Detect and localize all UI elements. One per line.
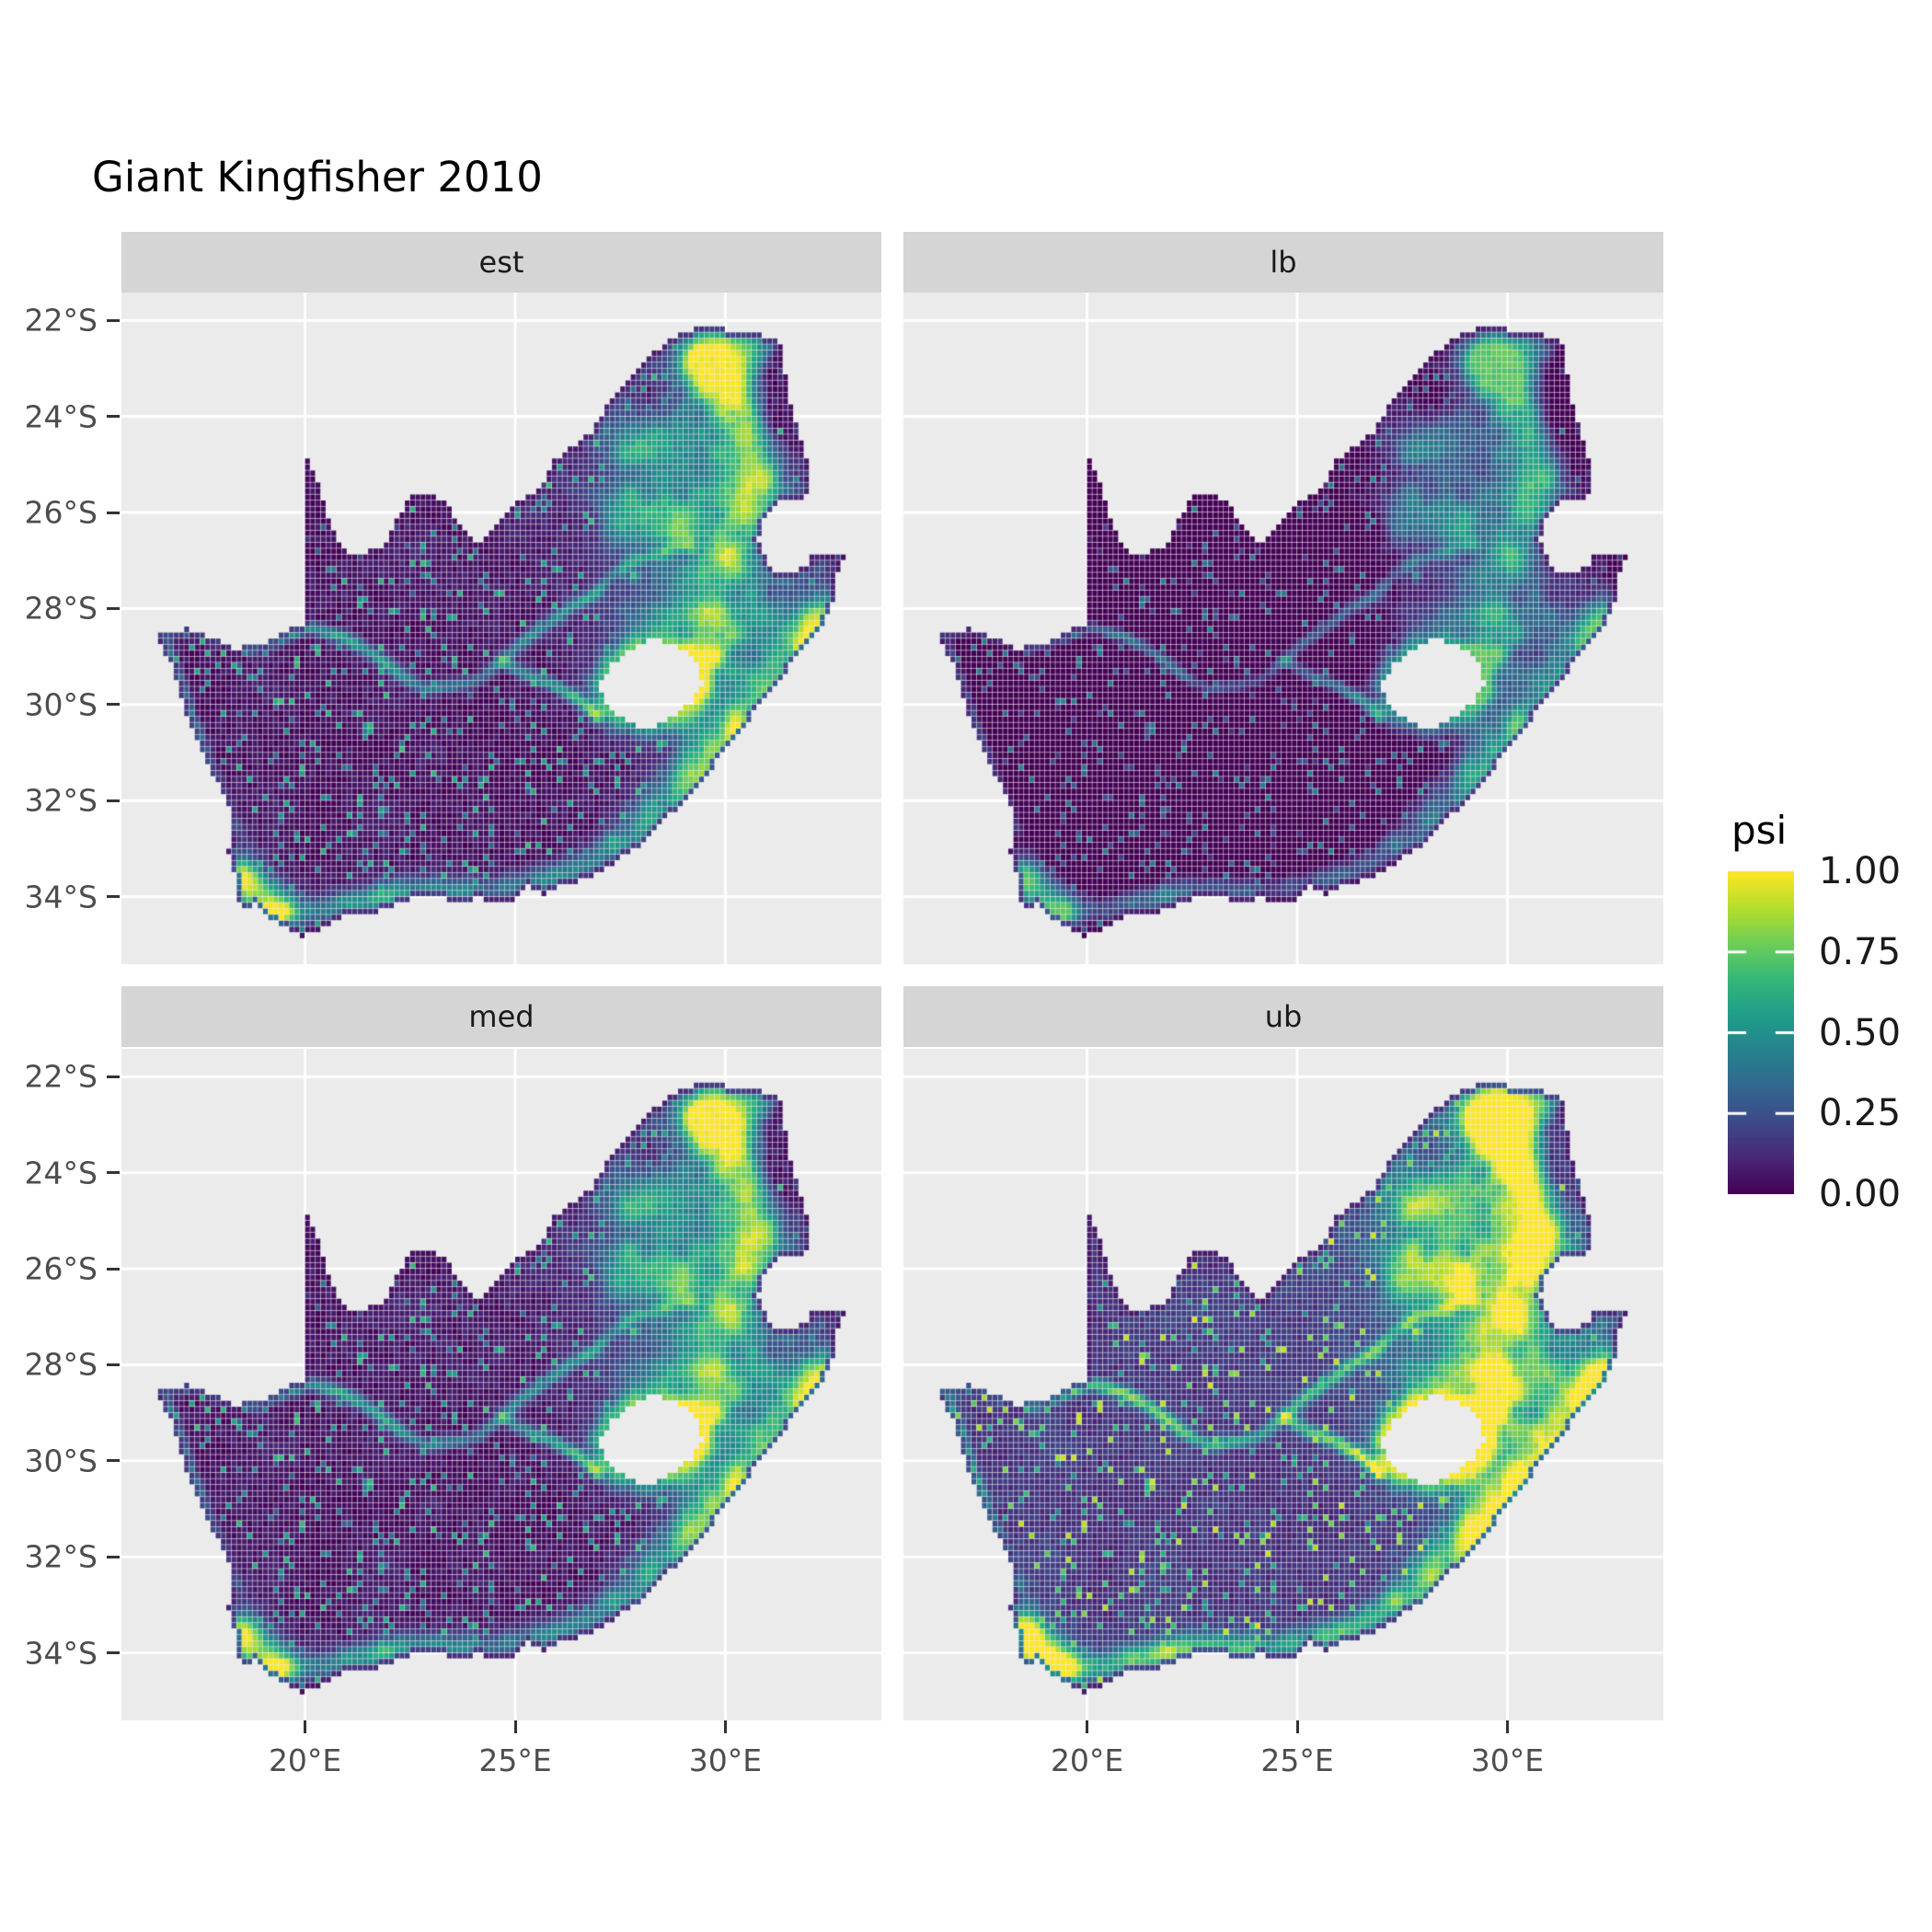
facet-strip-med: med bbox=[121, 986, 881, 1047]
map-canvas-ub bbox=[903, 1049, 1663, 1720]
y-tick-label: 28°S bbox=[24, 1346, 98, 1383]
y-tick-mark bbox=[107, 1555, 120, 1558]
y-tick-label: 28°S bbox=[24, 590, 98, 627]
y-tick-label: 32°S bbox=[24, 1538, 98, 1575]
legend-tick-label: 0.25 bbox=[1819, 1092, 1902, 1135]
y-tick-label: 34°S bbox=[24, 1635, 98, 1672]
x-tick-mark bbox=[1295, 1720, 1299, 1733]
y-tick-mark bbox=[107, 1363, 120, 1366]
legend-tick-label: 0.00 bbox=[1819, 1173, 1902, 1215]
y-tick-mark bbox=[107, 1459, 120, 1463]
legend-colorbar bbox=[1728, 871, 1794, 1194]
legend-tick-label: 0.75 bbox=[1819, 930, 1902, 973]
x-tick-label: 25°E bbox=[478, 1742, 552, 1778]
y-tick-mark bbox=[107, 318, 120, 322]
x-tick-label: 25°E bbox=[1260, 1742, 1334, 1778]
y-tick-label: 24°S bbox=[24, 398, 98, 435]
plot-title: Giant Kingfisher 2010 bbox=[92, 153, 543, 201]
map-canvas-est bbox=[121, 293, 881, 964]
y-tick-mark bbox=[107, 799, 120, 802]
x-tick-label: 20°E bbox=[1050, 1742, 1124, 1778]
map-canvas-med bbox=[121, 1049, 881, 1720]
facet-strip-label-est: est bbox=[478, 245, 524, 280]
facet-strip-label-lb: lb bbox=[1270, 245, 1297, 280]
y-tick-label: 32°S bbox=[24, 782, 98, 819]
facet-strip-lb: lb bbox=[903, 232, 1663, 293]
y-tick-label: 22°S bbox=[24, 302, 98, 339]
facet-strip-est: est bbox=[121, 232, 881, 293]
y-tick-mark bbox=[107, 1171, 120, 1175]
y-tick-label: 34°S bbox=[24, 879, 98, 915]
facet-strip-ub: ub bbox=[903, 986, 1663, 1047]
x-tick-mark bbox=[1505, 1720, 1509, 1733]
legend-tick-label: 1.00 bbox=[1819, 850, 1902, 892]
y-tick-label: 22°S bbox=[24, 1058, 98, 1095]
y-tick-mark bbox=[107, 606, 120, 610]
y-tick-mark bbox=[107, 895, 120, 899]
y-tick-label: 24°S bbox=[24, 1155, 98, 1191]
y-tick-label: 26°S bbox=[24, 1250, 98, 1287]
y-tick-mark bbox=[107, 1651, 120, 1655]
y-tick-mark bbox=[107, 1075, 120, 1078]
legend-title: psi bbox=[1731, 808, 1788, 853]
map-canvas-lb bbox=[903, 293, 1663, 964]
x-tick-mark bbox=[1086, 1720, 1089, 1733]
y-tick-mark bbox=[107, 415, 120, 419]
y-tick-mark bbox=[107, 1267, 120, 1271]
x-tick-label: 20°E bbox=[268, 1742, 342, 1778]
legend-tick-label: 0.50 bbox=[1819, 1011, 1902, 1054]
x-tick-label: 30°E bbox=[688, 1742, 763, 1778]
y-tick-mark bbox=[107, 511, 120, 514]
facet-strip-label-ub: ub bbox=[1264, 999, 1303, 1034]
x-tick-mark bbox=[304, 1720, 307, 1733]
y-tick-mark bbox=[107, 703, 120, 707]
x-tick-mark bbox=[723, 1720, 727, 1733]
x-tick-label: 30°E bbox=[1470, 1742, 1545, 1778]
y-tick-label: 30°S bbox=[24, 686, 98, 723]
x-tick-mark bbox=[513, 1720, 517, 1733]
y-tick-label: 26°S bbox=[24, 494, 98, 531]
facet-strip-label-med: med bbox=[468, 999, 535, 1034]
y-tick-label: 30°S bbox=[24, 1443, 98, 1479]
